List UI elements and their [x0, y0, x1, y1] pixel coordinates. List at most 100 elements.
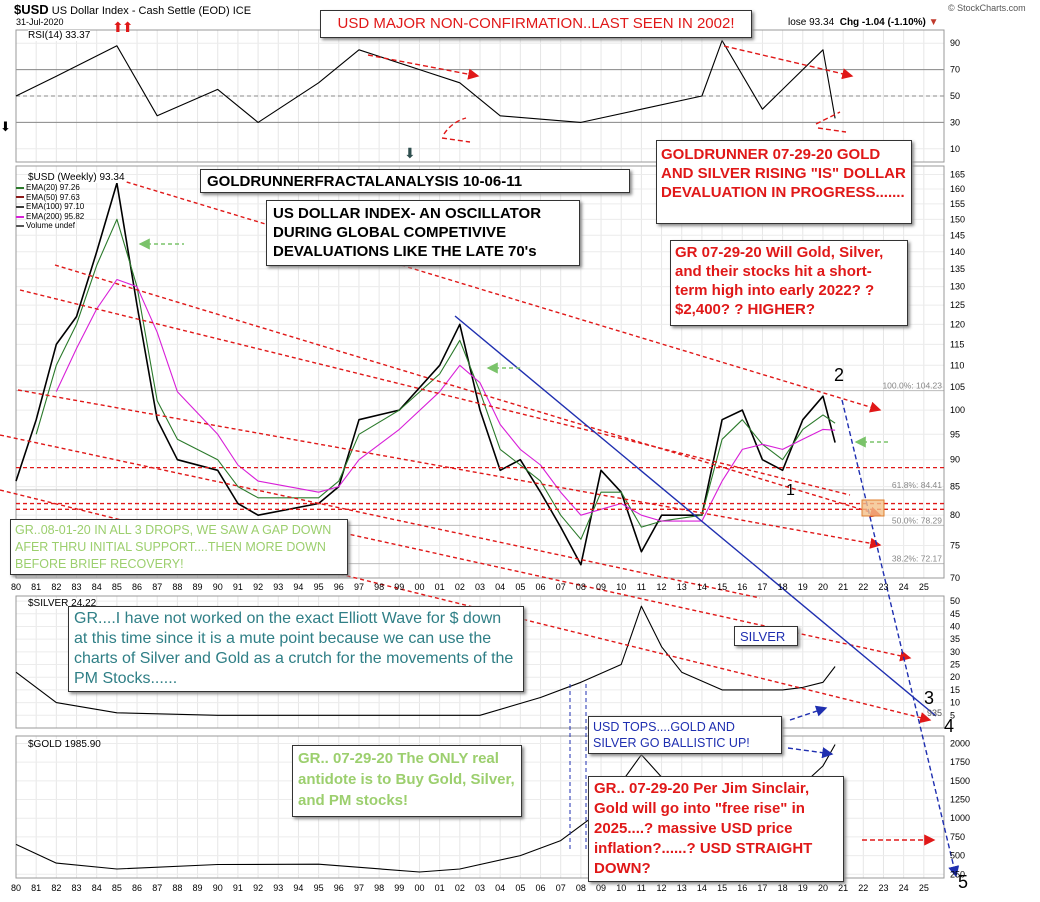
silver-tag-box: SILVER — [734, 626, 798, 646]
legend-item: EMA(20) 97.26 — [16, 183, 84, 193]
down-triangle-icon: ▼ — [928, 17, 939, 28]
header-close: lose 93.34 Chg -1.04 (-1.10%) ▼ — [788, 17, 939, 28]
x-tick-label: 10 — [616, 883, 626, 893]
x-tick-label: 83 — [72, 582, 82, 592]
x-tick-label: 96 — [334, 883, 344, 893]
y-tick-label: 110 — [950, 360, 964, 370]
x-tick-label: 02 — [455, 883, 465, 893]
y-tick-label: 25 — [950, 660, 960, 670]
legend-swatch — [16, 215, 24, 218]
x-tick-label: 05 — [515, 582, 525, 592]
x-tick-label: 12 — [657, 582, 667, 592]
channel-line — [0, 489, 932, 724]
legend-item: EMA(50) 97.63 — [16, 193, 84, 203]
x-tick-label: 90 — [213, 582, 223, 592]
y-tick-label: 35 — [950, 634, 960, 644]
axis-labels: 80 80 81 81 82 82 83 83 84 84 85 85 86 86 87 87 88 88 89 89… — [11, 38, 970, 893]
x-tick-label: 00 — [414, 883, 424, 893]
y-tick-label: 100 — [950, 405, 965, 415]
y-tick-label: 1750 — [950, 757, 970, 767]
ema-legend: EMA(20) 97.26 EMA(50) 97.63 EMA(100) 97.10… — [16, 183, 84, 231]
x-tick-label: 06 — [536, 883, 546, 893]
channel-line — [19, 289, 851, 496]
fib-label: 100.0%: 104.23 — [882, 381, 942, 391]
rsi-low-line — [817, 127, 847, 133]
y-tick-label: 50 — [950, 91, 960, 101]
x-tick-label: 98 — [374, 582, 384, 592]
channel-line — [54, 264, 882, 518]
y-tick-label: 10 — [950, 144, 960, 154]
x-tick-label: 97 — [354, 582, 364, 592]
x-tick-label: 95 — [314, 582, 324, 592]
legend-item: Volume undef — [16, 221, 84, 231]
gr-elliott-box: GR....I have not worked on the exact Ell… — [68, 606, 524, 692]
legend-swatch — [16, 225, 24, 228]
gr-sinclair-box: GR.. 07-29-20 Per Jim Sinclair, Gold wil… — [588, 776, 844, 882]
rsi-divergence-line — [723, 45, 854, 80]
fib-label: 61.8%: 84.41 — [892, 480, 942, 490]
x-tick-label: 13 — [677, 883, 687, 893]
legend-swatch — [16, 186, 24, 189]
y-tick-label: 45 — [950, 609, 960, 619]
x-tick-label: 97 — [354, 883, 364, 893]
x-tick-label: 91 — [233, 582, 243, 592]
series-layer — [15, 40, 836, 873]
legend-label: Volume undef — [26, 221, 75, 231]
x-tick-label: 21 — [838, 883, 848, 893]
fractal-box: GOLDRUNNERFRACTALANALYSIS 10-06-11 — [200, 169, 630, 193]
x-tick-label: 82 — [51, 883, 61, 893]
legend-label: EMA(200) 95.82 — [26, 211, 85, 221]
y-tick-label: 75 — [950, 541, 960, 551]
wave-label-1: 1 — [786, 482, 795, 499]
y-tick-label: 30 — [950, 647, 960, 657]
y-tick-label: 80 — [950, 510, 960, 520]
down-arrow-icon: ⬇ — [404, 145, 416, 161]
series-line — [15, 605, 836, 716]
legend-label: EMA(50) 97.63 — [26, 192, 80, 202]
x-tick-label: 91 — [233, 883, 243, 893]
y-tick-label: 1000 — [950, 813, 970, 823]
y-tick-label: 70 — [950, 65, 960, 75]
x-tick-label: 14 — [697, 883, 707, 893]
legend-label: EMA(100) 97.10 — [26, 202, 85, 212]
usd-label: $USD (Weekly) 93.34 — [28, 172, 125, 183]
legend-item: EMA(200) 95.82 — [16, 212, 84, 222]
legend-item: EMA(100) 97.10 — [16, 202, 84, 212]
x-tick-label: 03 — [475, 883, 485, 893]
y-tick-label: 15 — [950, 685, 960, 695]
y-tick-label: 95 — [950, 429, 960, 439]
legend-label: EMA(20) 97.26 — [26, 183, 80, 192]
x-tick-label: 90 — [213, 883, 223, 893]
wave-label-5: 5 — [958, 872, 969, 892]
x-tick-label: 92 — [253, 883, 263, 893]
x-tick-label: 86 — [132, 883, 142, 893]
y-tick-label: 90 — [950, 38, 960, 48]
panel-frame — [15, 165, 945, 579]
x-tick-label: 07 — [556, 883, 566, 893]
y-tick-label: 160 — [950, 184, 965, 194]
x-tick-label: 25 — [919, 883, 929, 893]
x-tick-label: 16 — [737, 582, 747, 592]
gr-high-box: GR 07-29-20 Will Gold, Silver, and their… — [670, 240, 908, 326]
x-tick-label: 09 — [596, 883, 606, 893]
x-tick-label: 88 — [172, 883, 182, 893]
x-tick-label: 01 — [435, 582, 445, 592]
x-tick-label: 24 — [899, 883, 909, 893]
x-tick-label: 12 — [657, 883, 667, 893]
blue-trendline — [454, 315, 937, 717]
rsi-low-curve — [443, 117, 467, 135]
y-tick-label: 85 — [950, 482, 960, 492]
x-tick-label: 81 — [31, 883, 41, 893]
channel-line — [119, 179, 882, 413]
x-tick-label: 04 — [495, 582, 505, 592]
x-tick-label: 96 — [334, 582, 344, 592]
y-tick-label: 10 — [950, 698, 960, 708]
x-tick-label: 82 — [51, 582, 61, 592]
y-tick-label: 50 — [950, 596, 960, 606]
watermark: © StockCharts.com — [948, 3, 1026, 13]
x-tick-label: 19 — [798, 582, 808, 592]
y-tick-label: 20 — [950, 672, 960, 682]
panel-frame — [15, 735, 945, 879]
legend-swatch — [16, 196, 24, 199]
x-tick-label: 80 — [11, 582, 21, 592]
